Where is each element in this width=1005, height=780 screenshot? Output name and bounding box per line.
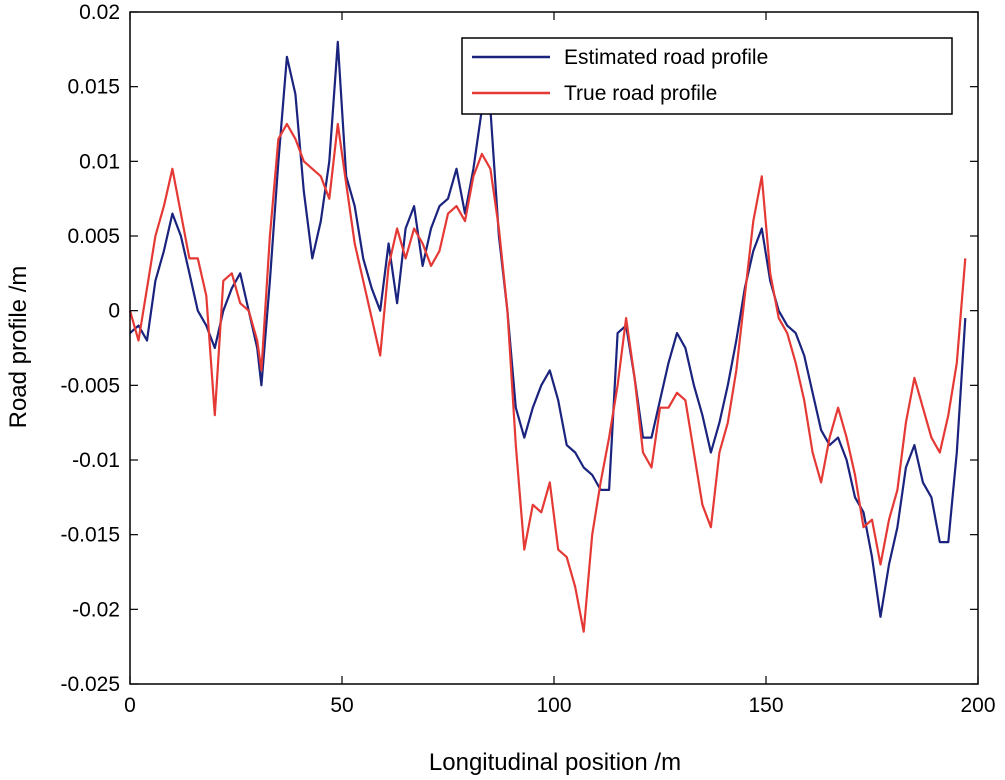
axes-group: 0 50 100 150 200 -0.025 -0.02 -0.015 -0.01 -0.005… (60, 1, 995, 717)
y-tick-label: 0.01 (79, 150, 120, 173)
series-group (128, 40, 967, 633)
y-tick-label: -0.015 (60, 524, 120, 547)
legend-label: Estimated road profile (564, 46, 768, 69)
x-axis-title: Longitudinal position /m (429, 749, 681, 776)
x-tick-label: 0 (124, 694, 136, 717)
plot-area (130, 12, 978, 684)
y-tick-label: -0.02 (72, 598, 120, 621)
legend: Estimated road profile True road profile (461, 37, 953, 115)
y-tick-label: -0.005 (60, 374, 120, 397)
plot-background (130, 12, 978, 684)
y-tick-label: 0.02 (79, 1, 120, 24)
series-line-estimated (129, 40, 967, 618)
x-tick-label: 150 (748, 694, 783, 717)
y-tick-label: 0.005 (67, 225, 120, 248)
y-tick-label: 0.015 (67, 76, 120, 99)
y-tick-label: -0.025 (60, 673, 120, 696)
legend-label: True road profile (564, 82, 717, 105)
x-tick-label: 100 (536, 694, 571, 717)
x-tick-label: 50 (330, 694, 353, 717)
y-axis-title: Road profile /m (5, 266, 32, 429)
series-line-true (128, 122, 967, 633)
legend-box (461, 37, 953, 115)
x-tick-label: 200 (960, 694, 995, 717)
y-tick-label: 0 (108, 300, 120, 323)
y-tick-label: -0.01 (72, 449, 120, 472)
